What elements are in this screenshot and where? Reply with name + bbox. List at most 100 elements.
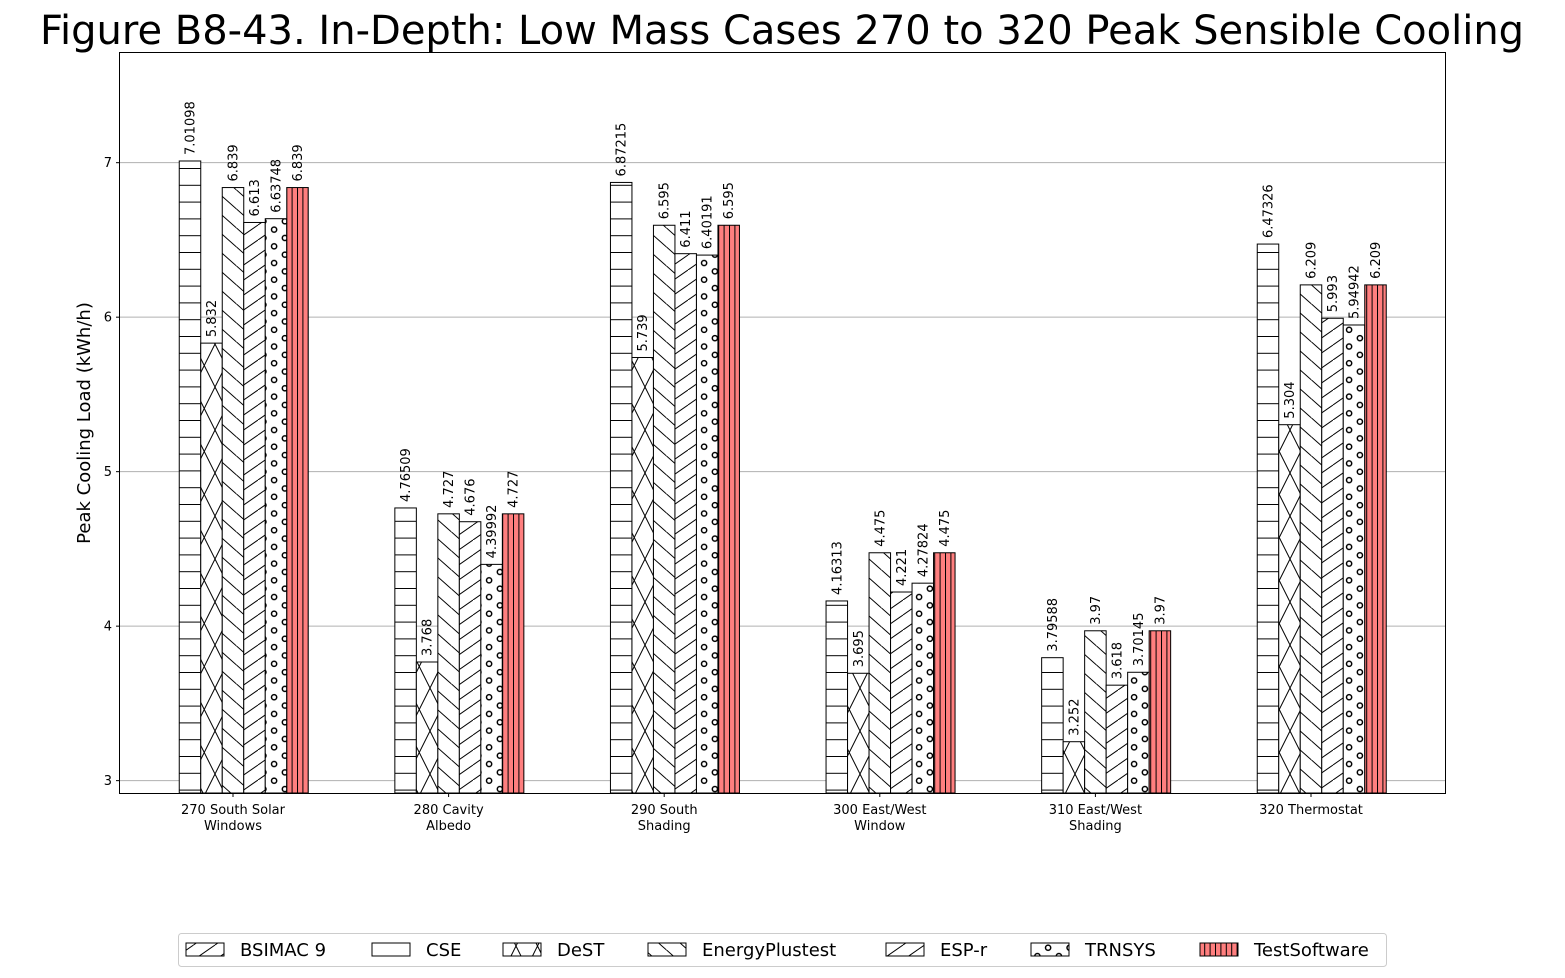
bar [1084,630,1107,794]
bar [1321,317,1344,794]
data-label: 4.727 [442,471,457,508]
x-tick-label: Window [854,819,906,834]
x-tick-label: Shading [1069,819,1122,834]
bar [264,218,288,794]
y-tick-label: 6 [104,311,112,326]
data-label: 6.839 [291,144,306,181]
bar [890,591,913,794]
bar [1256,243,1280,794]
legend-entry: CSE [426,940,461,961]
data-label: 6.595 [722,182,737,219]
data-label: 3.618 [1110,642,1125,679]
data-label: 5.94942 [1348,265,1363,319]
data-label: 3.97 [1089,596,1104,625]
legend-entry: ESP-r [940,940,988,961]
bar [911,582,935,794]
bars [178,160,1387,794]
bar [609,181,633,794]
data-label: 4.39992 [485,505,500,559]
y-tick-label: 4 [104,620,112,635]
data-label: 4.727 [507,471,522,508]
y-tick-label: 3 [104,774,112,789]
data-label: 4.27824 [916,523,931,577]
bar [631,356,654,794]
data-label: 5.304 [1283,381,1298,418]
legend-frame [178,933,1387,967]
legend-entry: EnergyPlustest [702,940,836,961]
bar [480,563,503,794]
legend-entry: DeST [557,940,605,961]
bar [1148,630,1172,794]
bar [221,187,245,794]
x-tick-label: 280 Cavity [414,803,484,818]
data-label: 3.70145 [1132,613,1147,667]
legend-swatch [647,942,687,957]
data-label: 3.695 [852,630,867,667]
legend-swatch [1199,942,1239,957]
data-label: 6.411 [679,210,694,247]
data-label: 4.221 [895,549,910,586]
grid-lines [120,162,1445,782]
data-label: 3.79588 [1046,598,1061,652]
data-label: 6.209 [1305,242,1320,279]
legend-swatch [185,942,225,957]
bar [717,224,740,794]
bar [415,661,439,794]
x-tick-label: 310 East/West [1049,803,1142,818]
y-axis: 3 4 5 6 7 [104,156,120,789]
x-tick-label: Shading [638,819,691,834]
bar [1299,284,1323,794]
data-label: 6.595 [658,182,673,219]
data-label: 6.613 [248,179,263,216]
data-labels: 7.01098 5.832 6.839 6.613 6.63748 6.839 4.7650… [184,101,1385,735]
data-label: 7.01098 [184,101,199,155]
legend-entry: TestSoftware [1253,940,1369,961]
data-label: 4.16313 [830,541,845,595]
bar [1278,424,1301,794]
data-label: 5.739 [636,314,651,351]
data-label: 6.47326 [1262,184,1277,238]
legend: BSIMAC 9 CSE DeST EnergyPlustest ESP-r TRNSYS… [178,933,1387,967]
x-tick-label: Albedo [426,819,471,834]
legend-swatch [371,942,411,957]
bar [1041,657,1064,794]
bar [286,187,309,794]
bar [652,224,676,794]
bar [394,507,417,794]
x-tick-label: 320 Thermostat [1259,803,1363,818]
data-label: 3.768 [421,619,436,656]
data-label: 6.87215 [615,123,630,177]
bar [1364,284,1387,794]
bar [933,552,956,794]
chart-title: Figure B8-43. In-Depth: Low Mass Cases 2… [40,8,1524,54]
bar [695,254,719,794]
bar [200,342,223,794]
data-label: 6.63748 [270,159,285,213]
data-label: 4.76509 [399,448,414,502]
bar [458,521,482,794]
data-label: 4.475 [873,510,888,547]
legend-swatch [885,942,925,957]
bar [868,552,892,794]
bar [847,672,870,794]
bar [674,253,697,794]
legend-entry: TRNSYS [1084,940,1156,961]
bar [1127,671,1150,794]
data-label: 3.252 [1067,698,1082,735]
data-label: 4.676 [464,478,479,515]
y-axis-label: Peak Cooling Load (kWh/h) [74,302,95,544]
bar [437,513,460,794]
data-label: 6.40191 [701,195,716,249]
data-label: 5.993 [1326,275,1341,312]
plot-frame [119,52,1446,794]
bar [1062,741,1086,794]
x-tick-label: Windows [204,819,262,834]
data-label: 6.839 [227,144,242,181]
legend-entry: BSIMAC 9 [240,940,326,961]
legend-swatch [1030,942,1070,957]
bar [1342,324,1366,794]
x-tick-label: 300 East/West [833,803,926,818]
x-tick-label: 270 South Solar [181,803,286,818]
bar [178,160,202,794]
